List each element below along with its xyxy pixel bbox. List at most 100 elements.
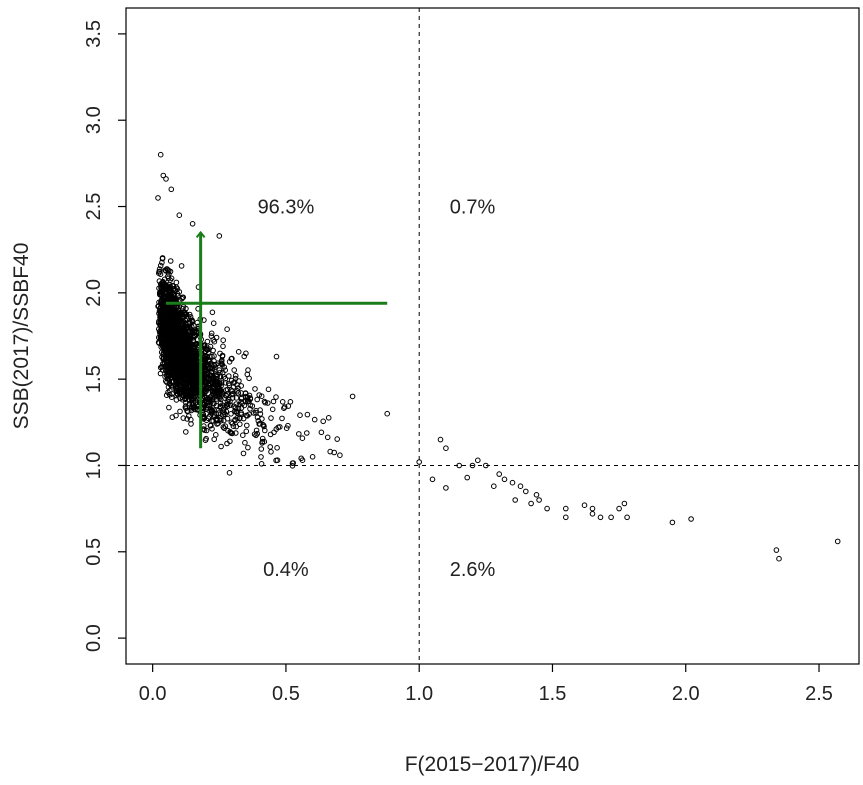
data-point — [156, 268, 162, 275]
data-point — [201, 390, 208, 396]
data-point — [334, 436, 341, 442]
data-point — [216, 367, 223, 373]
data-point — [175, 311, 182, 317]
data-point — [178, 379, 185, 386]
data-point — [206, 413, 212, 420]
data-point — [169, 391, 175, 397]
data-point — [240, 450, 247, 457]
data-point — [258, 446, 265, 452]
data-point — [168, 394, 175, 401]
data-point — [201, 427, 208, 433]
data-point — [589, 505, 596, 512]
data-point — [202, 377, 208, 384]
data-point — [349, 393, 356, 400]
data-point — [185, 345, 191, 352]
data-point — [222, 380, 229, 386]
data-point — [165, 384, 172, 390]
x-tick-label: 1.5 — [539, 683, 567, 705]
data-point — [221, 417, 227, 424]
data-point — [188, 421, 194, 427]
data-point — [608, 514, 614, 521]
data-point — [172, 338, 179, 345]
data-point — [159, 322, 166, 328]
data-point — [231, 367, 237, 373]
data-point — [208, 409, 215, 415]
data-point — [183, 405, 189, 412]
data-point — [325, 415, 332, 421]
data-point — [193, 389, 200, 396]
data-point — [181, 313, 187, 320]
data-point — [193, 379, 200, 386]
data-point — [192, 341, 199, 348]
y-tick-label: 2.5 — [83, 193, 105, 221]
data-point — [268, 449, 274, 455]
data-point — [172, 287, 178, 293]
data-point — [176, 212, 183, 218]
data-point — [166, 404, 172, 411]
data-point — [162, 267, 168, 273]
data-point — [204, 353, 210, 360]
data-point — [244, 397, 251, 403]
data-point — [173, 279, 180, 286]
data-point — [159, 287, 166, 294]
x-axis-title: F(2015−2017)/F40 — [405, 753, 580, 776]
data-point — [536, 497, 542, 503]
data-point — [285, 403, 292, 409]
data-point — [243, 428, 250, 435]
data-point — [207, 373, 213, 379]
data-point — [203, 417, 210, 424]
data-point — [166, 373, 173, 379]
crosshair-arrowhead — [195, 230, 206, 239]
data-point — [168, 329, 175, 335]
data-point — [496, 471, 503, 477]
data-point — [204, 396, 211, 403]
data-point — [207, 381, 214, 387]
data-point — [208, 333, 215, 339]
data-point — [544, 505, 550, 512]
data-point — [165, 285, 172, 291]
data-point — [202, 437, 209, 444]
data-point — [260, 421, 266, 428]
y-tick-label: 1.0 — [83, 452, 105, 480]
data-point — [483, 462, 489, 469]
data-point — [226, 373, 232, 379]
data-point — [429, 476, 436, 483]
data-point — [159, 315, 165, 321]
data-point — [528, 500, 534, 507]
data-point — [238, 399, 244, 405]
data-point — [311, 416, 318, 423]
data-point — [159, 303, 166, 309]
data-point — [202, 371, 208, 377]
data-point — [183, 429, 189, 435]
data-point — [180, 415, 187, 421]
data-point — [191, 323, 197, 329]
data-point — [240, 415, 247, 422]
data-point — [269, 406, 276, 413]
data-point — [187, 393, 194, 400]
data-point — [184, 408, 190, 415]
data-point — [166, 267, 172, 274]
data-point — [163, 322, 169, 329]
data-point — [156, 326, 162, 332]
data-point — [178, 318, 185, 325]
data-point — [523, 488, 529, 495]
data-point — [236, 415, 243, 422]
y-tick-label: 2.0 — [83, 279, 105, 307]
data-point — [279, 415, 285, 422]
quadrant-labels: 96.3% 0.7% 0.4% 2.6% — [258, 197, 496, 582]
data-point — [176, 327, 182, 334]
data-point — [304, 430, 310, 436]
data-point — [509, 479, 516, 486]
data-point — [227, 429, 234, 436]
data-point — [517, 483, 524, 490]
data-point — [218, 360, 224, 366]
data-point — [189, 386, 195, 392]
data-point — [273, 426, 280, 432]
quadrant-label: 2.6% — [450, 559, 496, 581]
data-point — [180, 343, 187, 350]
data-point — [245, 444, 251, 451]
data-point — [182, 353, 189, 360]
data-point — [233, 395, 240, 401]
data-point — [165, 309, 172, 316]
quadrant-label: 0.4% — [263, 559, 309, 581]
